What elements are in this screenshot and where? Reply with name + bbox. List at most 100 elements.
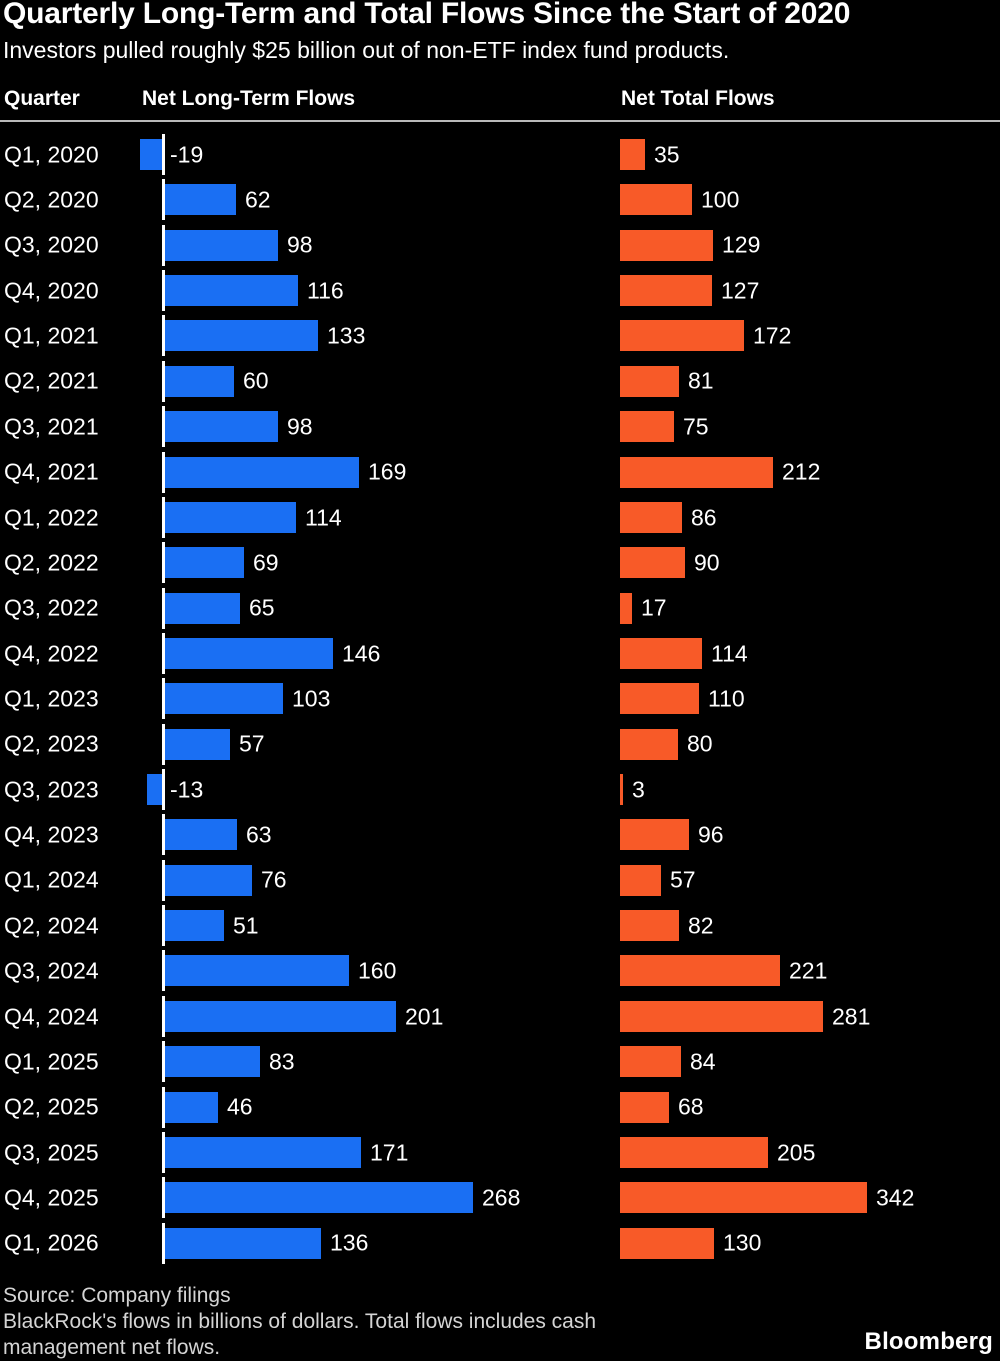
total-flow-bar — [620, 275, 712, 307]
quarter-label: Q3, 2022 — [4, 594, 99, 621]
long-term-flow-value: 268 — [482, 1184, 521, 1211]
quarter-label: Q3, 2024 — [4, 957, 99, 984]
total-flow-bar — [620, 501, 682, 533]
zero-baseline — [162, 1177, 165, 1219]
note-line: BlackRock's flows in billions of dollars… — [3, 1310, 597, 1359]
long-term-flow-value: 76 — [261, 866, 287, 893]
quarter-label: Q1, 2024 — [4, 866, 99, 893]
long-term-flow-bar — [165, 275, 298, 307]
chart-row: Q1, 2025 83 84 — [0, 1039, 1000, 1084]
long-term-flow-bar — [140, 139, 162, 170]
chart-row: Q3, 2020 98 129 — [0, 223, 1000, 268]
chart-row: Q1, 2021 133 172 — [0, 313, 1000, 358]
long-term-flow-bar — [165, 411, 278, 443]
quarter-label: Q1, 2026 — [4, 1229, 99, 1256]
total-flow-bar — [620, 819, 689, 851]
long-term-flow-bar — [165, 819, 237, 851]
zero-baseline — [162, 496, 165, 538]
zero-baseline — [162, 134, 165, 175]
zero-baseline — [162, 678, 165, 720]
quarter-label: Q3, 2021 — [4, 413, 99, 440]
total-flow-bar — [620, 1091, 669, 1123]
total-flow-value: 130 — [723, 1229, 762, 1256]
quarter-label: Q3, 2020 — [4, 231, 99, 258]
quarter-label: Q1, 2025 — [4, 1048, 99, 1075]
chart-subtitle: Investors pulled roughly $25 billion out… — [3, 37, 730, 63]
long-term-flow-bar — [165, 365, 234, 397]
total-flow-bar — [620, 229, 713, 261]
column-header-long-term-flows: Net Long-Term Flows — [142, 87, 356, 110]
total-flow-value: 75 — [683, 413, 709, 440]
quarter-label: Q4, 2025 — [4, 1184, 99, 1211]
chart-row: Q3, 2022 65 17 — [0, 586, 1000, 631]
long-term-flow-bar — [165, 1046, 260, 1078]
quarter-label: Q3, 2023 — [4, 776, 99, 803]
quarter-label: Q1, 2023 — [4, 685, 99, 712]
quarter-label: Q4, 2020 — [4, 277, 99, 304]
long-term-flow-bar — [165, 229, 278, 261]
long-term-flow-bar — [165, 1182, 473, 1214]
total-flow-value: 172 — [753, 322, 792, 349]
long-term-flow-value: 46 — [227, 1093, 253, 1120]
long-term-flow-value: 98 — [287, 413, 313, 440]
total-flow-value: 3 — [632, 776, 645, 803]
total-flow-value: 342 — [876, 1184, 915, 1211]
total-flow-value: 80 — [687, 730, 713, 757]
long-term-flow-value: 69 — [253, 549, 279, 576]
total-flow-bar — [620, 547, 685, 579]
long-term-flow-value: -19 — [170, 141, 204, 168]
chart-row: Q3, 2025 171 205 — [0, 1130, 1000, 1175]
chart-row: Q1, 2020 -19 35 — [0, 132, 1000, 177]
column-header-total-flows: Net Total Flows — [621, 87, 775, 110]
total-flow-value: 114 — [711, 640, 748, 667]
chart-row: Q1, 2026 136 130 — [0, 1221, 1000, 1266]
zero-baseline — [162, 224, 165, 266]
total-flow-bar — [620, 456, 773, 488]
zero-baseline — [162, 451, 165, 493]
zero-baseline — [162, 723, 165, 765]
zero-baseline — [162, 587, 165, 629]
total-flow-value: 96 — [698, 821, 724, 848]
quarter-label: Q3, 2025 — [4, 1139, 99, 1166]
total-flow-value: 205 — [777, 1139, 816, 1166]
zero-baseline — [162, 859, 165, 901]
total-flow-value: 281 — [832, 1003, 871, 1029]
zero-baseline — [162, 270, 165, 312]
source-line: Source: Company filings — [3, 1284, 231, 1307]
total-flow-bar — [620, 320, 744, 352]
total-flow-value: 35 — [654, 141, 680, 168]
quarter-label: Q1, 2022 — [4, 504, 99, 531]
zero-baseline — [162, 769, 165, 811]
total-flow-value: 212 — [782, 458, 821, 485]
zero-baseline — [162, 632, 165, 674]
footnote-block: Source: Company filings BlackRock's flow… — [3, 1283, 683, 1361]
long-term-flow-value: 136 — [330, 1229, 369, 1256]
long-term-flow-bar — [165, 1136, 361, 1168]
zero-baseline — [162, 406, 165, 448]
quarter-label: Q2, 2020 — [4, 186, 99, 213]
chart-row: Q3, 2023 -13 3 — [0, 767, 1000, 812]
quarter-label: Q4, 2023 — [4, 821, 99, 848]
total-flow-bar — [620, 1182, 867, 1214]
long-term-flow-bar — [165, 955, 349, 987]
total-flow-value: 57 — [670, 866, 696, 893]
zero-baseline — [162, 905, 165, 947]
long-term-flow-value: 57 — [239, 730, 265, 757]
zero-baseline — [162, 950, 165, 992]
quarter-label: Q2, 2025 — [4, 1093, 99, 1120]
column-header-quarter: Quarter — [4, 87, 80, 110]
long-term-flow-value: 171 — [370, 1139, 409, 1166]
zero-baseline — [162, 360, 165, 402]
chart-row: Q4, 2022 146 114 — [0, 631, 1000, 676]
chart-row: Q4, 2024 201 281 — [0, 994, 1000, 1039]
long-term-flow-bar — [165, 1227, 321, 1259]
zero-baseline — [162, 1222, 165, 1264]
long-term-flow-value: 62 — [245, 186, 271, 213]
long-term-flow-value: 60 — [243, 367, 269, 394]
chart-row: Q2, 2020 62 100 — [0, 177, 1000, 222]
long-term-flow-value: 51 — [233, 912, 259, 939]
total-flow-bar — [620, 1000, 823, 1032]
long-term-flow-bar — [165, 910, 224, 942]
long-term-flow-bar — [165, 1091, 218, 1123]
long-term-flow-value: 98 — [287, 231, 313, 258]
